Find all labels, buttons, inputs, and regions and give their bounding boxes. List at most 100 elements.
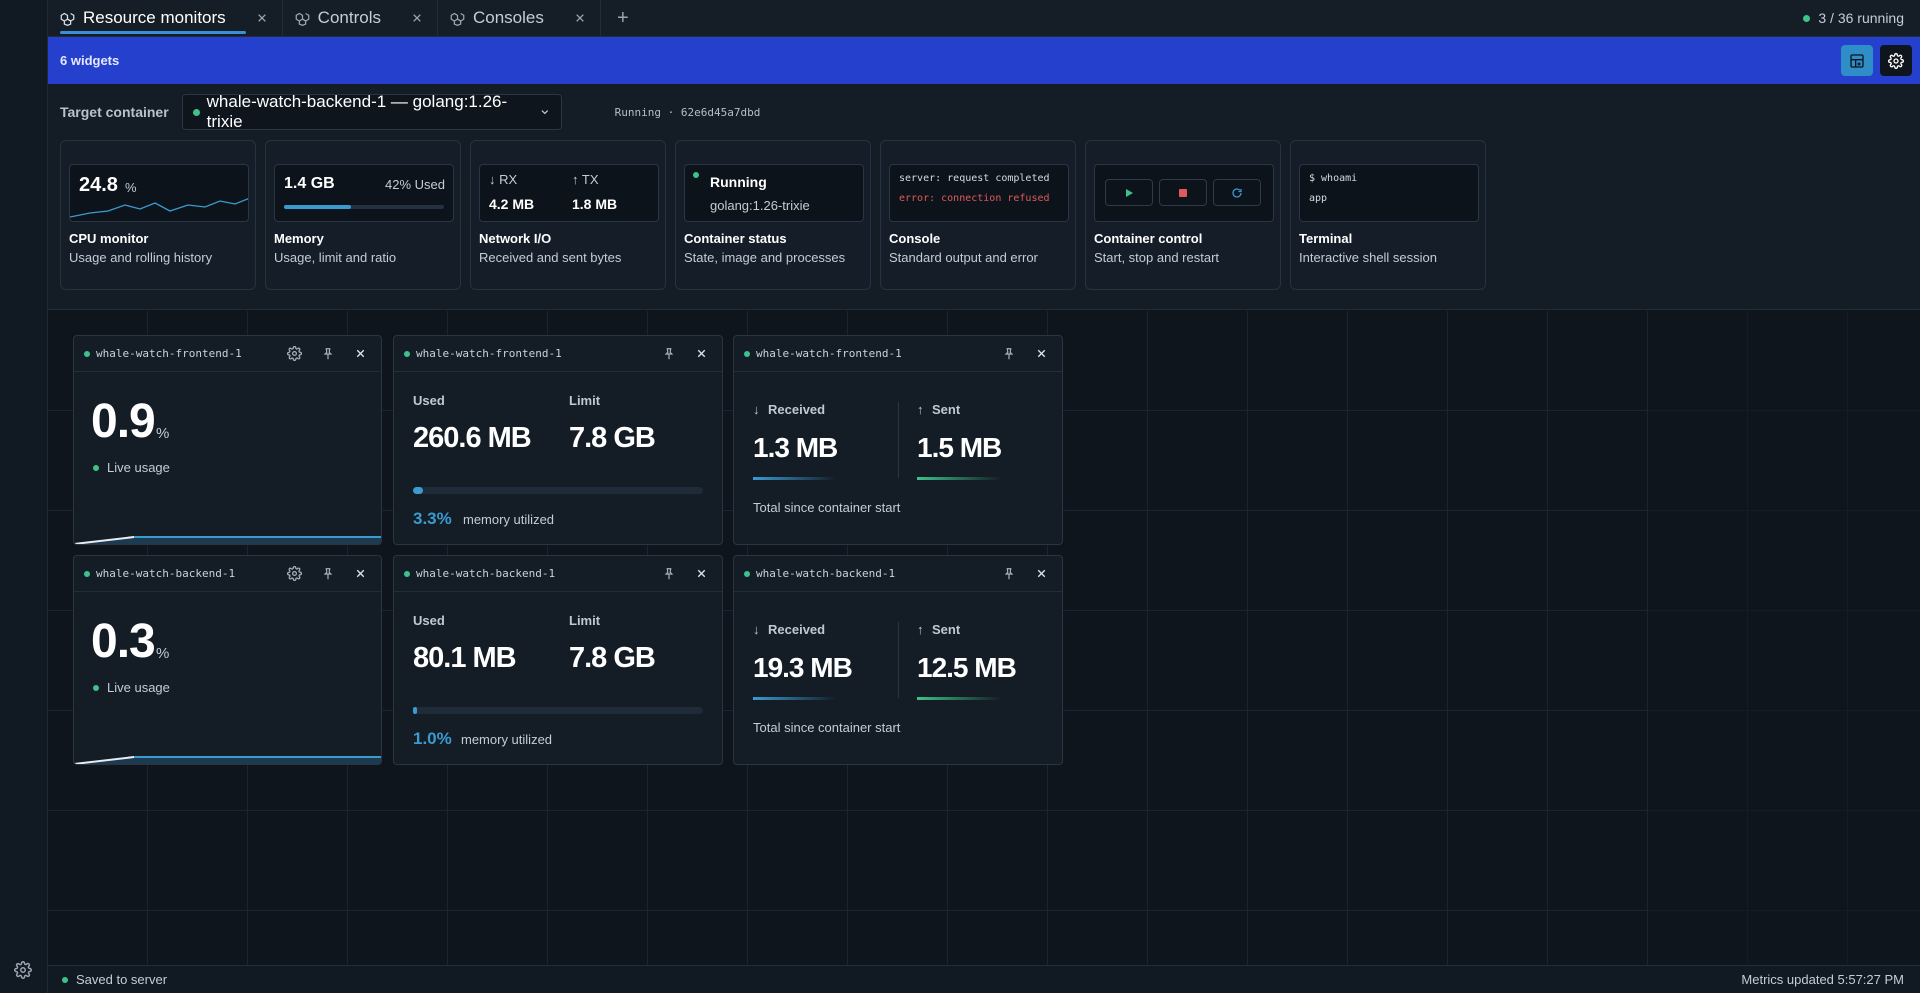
widget-palette: 24.8 % CPU monitor Usage and rolling his… <box>60 140 1486 290</box>
pin-icon[interactable] <box>992 336 1025 372</box>
memory-widget[interactable]: whale-watch-backend-1 Used Limit 80.1 MB… <box>393 555 723 765</box>
status-preview: Running golang:1.26-trixie <box>684 164 864 222</box>
close-icon[interactable] <box>685 336 718 372</box>
memory-limit: 7.8 GB <box>569 642 656 674</box>
palette-card-status[interactable]: Running golang:1.26-trixie Container sta… <box>675 140 871 290</box>
sent-value: 1.5 MB <box>917 432 1002 463</box>
status-dot <box>693 172 699 178</box>
widget-header[interactable]: whale-watch-frontend-1 <box>394 336 722 372</box>
tab-resource-monitors[interactable]: Resource monitors <box>48 0 283 36</box>
console-preview: server: request completed error: connect… <box>889 164 1069 222</box>
close-icon[interactable] <box>572 10 588 26</box>
cpu-unit: % <box>156 425 170 442</box>
network-widget[interactable]: whale-watch-backend-1 ↓ Received ↑ Sent … <box>733 555 1063 765</box>
palette-card-title: Console <box>889 231 941 246</box>
widget-header[interactable]: whale-watch-backend-1 <box>74 556 381 592</box>
gear-icon[interactable] <box>14 961 32 979</box>
memory-widget[interactable]: whale-watch-frontend-1 Used Limit 260.6 … <box>393 335 723 545</box>
stop-button <box>1159 179 1207 206</box>
received-arrow-icon: ↓ <box>753 402 760 417</box>
network-caption: Total since container start <box>753 500 901 515</box>
widget-count: 6 widgets <box>60 53 120 68</box>
memory-used: 260.6 MB <box>413 422 532 454</box>
close-icon[interactable] <box>254 10 270 26</box>
network-widget[interactable]: whale-watch-frontend-1 ↓ Received ↑ Sent… <box>733 335 1063 545</box>
gear-icon[interactable] <box>278 336 311 372</box>
status-dot <box>84 350 90 357</box>
palette-card-desc: Standard output and error <box>889 250 1038 265</box>
palette-card-desc: Received and sent bytes <box>479 250 622 265</box>
add-tab-button[interactable]: + <box>617 6 629 29</box>
memory-limit: 7.8 GB <box>569 422 656 454</box>
pin-icon[interactable] <box>311 336 344 372</box>
close-icon[interactable] <box>409 10 425 26</box>
close-icon[interactable] <box>344 336 377 372</box>
palette-card-memory[interactable]: 1.4 GB 42% Used Memory Usage, limit and … <box>265 140 461 290</box>
close-icon[interactable] <box>1025 336 1058 372</box>
received-arrow-icon: ↓ <box>753 622 760 637</box>
limit-label: Limit <box>569 393 601 408</box>
palette-card-desc: Usage and rolling history <box>69 250 213 265</box>
palette-card-terminal[interactable]: $ whoami app Terminal Interactive shell … <box>1290 140 1486 290</box>
widget-header[interactable]: whale-watch-frontend-1 <box>734 336 1062 372</box>
widget-container-name: whale-watch-backend-1 <box>96 567 236 580</box>
tab-controls[interactable]: Controls <box>283 0 438 36</box>
received-value: 19.3 MB <box>753 652 853 683</box>
widget-container-name: whale-watch-backend-1 <box>416 567 556 580</box>
widget-header[interactable]: whale-watch-backend-1 <box>734 556 1062 592</box>
used-label: Used <box>413 393 445 408</box>
palette-card-network[interactable]: ↓ RX ↑ TX 4.2 MB 1.8 MB Network I/O Rece… <box>470 140 666 290</box>
add-widget-button[interactable] <box>1841 45 1873 76</box>
cpu-history-chart <box>74 536 381 544</box>
pin-icon[interactable] <box>652 556 685 592</box>
cpu-widget[interactable]: whale-watch-backend-1 0.3 % Live usage <box>73 555 382 765</box>
cpu-preview: 24.8 % <box>69 164 249 222</box>
memory-bar <box>413 487 703 494</box>
sent-label: Sent <box>932 402 961 417</box>
rx-label: ↓ RX <box>489 172 518 187</box>
widget-bar: 6 widgets <box>48 37 1920 84</box>
palette-card-desc: Interactive shell session <box>1299 250 1438 265</box>
close-icon[interactable] <box>344 556 377 592</box>
network-caption: Total since container start <box>753 720 901 735</box>
cubes-icon <box>295 12 310 26</box>
memory-preview: 1.4 GB 42% Used <box>274 164 454 222</box>
palette-card-cpu[interactable]: 24.8 % CPU monitor Usage and rolling his… <box>60 140 256 290</box>
palette-card-title: Network I/O <box>479 231 552 246</box>
pin-icon[interactable] <box>652 336 685 372</box>
gear-icon[interactable] <box>278 556 311 592</box>
restart-icon <box>1232 187 1242 198</box>
cpu-value: 0.9 <box>91 395 156 448</box>
status-dot <box>744 350 750 357</box>
tab-consoles[interactable]: Consoles <box>438 0 601 36</box>
palette-card-console[interactable]: server: request completed error: connect… <box>880 140 1076 290</box>
tab-bar: Resource monitors Controls Consoles + 3 … <box>48 0 1920 37</box>
status-dot <box>404 350 410 357</box>
tx-label: ↑ TX <box>572 172 599 187</box>
palette-card-title: Terminal <box>1299 231 1353 246</box>
status-dot <box>744 570 750 577</box>
tab-label: Resource monitors <box>83 8 226 27</box>
container-select[interactable]: whale-watch-backend-1 — golang:1.26-trix… <box>181 92 562 131</box>
sent-arrow-icon: ↑ <box>917 402 924 417</box>
cpu-widget[interactable]: whale-watch-frontend-1 0.9 % Live usage <box>73 335 382 545</box>
stop-icon <box>1179 188 1187 197</box>
cpu-preview-unit: % <box>125 180 137 195</box>
status-preview-state: Running <box>710 174 767 190</box>
widget-container-name: whale-watch-frontend-1 <box>416 347 562 360</box>
memory-percent-caption: memory utilized <box>463 512 555 527</box>
pin-icon[interactable] <box>992 556 1025 592</box>
received-label: Received <box>768 622 826 637</box>
settings-button[interactable] <box>1880 45 1912 76</box>
palette-card-control[interactable]: Container control Start, stop and restar… <box>1085 140 1281 290</box>
active-tab-indicator <box>60 31 246 34</box>
received-value: 1.3 MB <box>753 432 838 463</box>
close-icon[interactable] <box>1025 556 1058 592</box>
widget-container-name: whale-watch-frontend-1 <box>756 347 902 360</box>
widget-header[interactable]: whale-watch-backend-1 <box>394 556 722 592</box>
memory-bar-fill <box>413 487 423 494</box>
close-icon[interactable] <box>685 556 718 592</box>
received-underline <box>753 477 837 480</box>
widget-header[interactable]: whale-watch-frontend-1 <box>74 336 381 372</box>
pin-icon[interactable] <box>311 556 344 592</box>
